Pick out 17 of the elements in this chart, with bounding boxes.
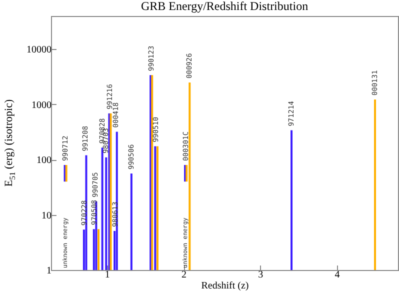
bar xyxy=(374,99,376,270)
chart-title: GRB Energy/Redshift Distribution xyxy=(140,0,308,13)
y-tick-label: 10000 xyxy=(26,44,52,56)
x-axis-title: Redshift (z) xyxy=(201,280,249,292)
y-tick-label: 1000 xyxy=(32,100,52,111)
bar xyxy=(130,174,132,270)
y-tick-label: 10 xyxy=(42,210,52,222)
x-tick-label: 4 xyxy=(334,270,340,280)
x-tick-label: 1 xyxy=(104,270,110,280)
x-tick-label: 3 xyxy=(258,270,264,280)
bar xyxy=(97,229,100,270)
bar xyxy=(188,82,191,270)
bar xyxy=(85,155,88,270)
x-tick-label: 2 xyxy=(182,270,187,280)
bar xyxy=(290,130,293,270)
bar xyxy=(101,148,104,270)
y-tick-label: 100 xyxy=(36,155,52,166)
